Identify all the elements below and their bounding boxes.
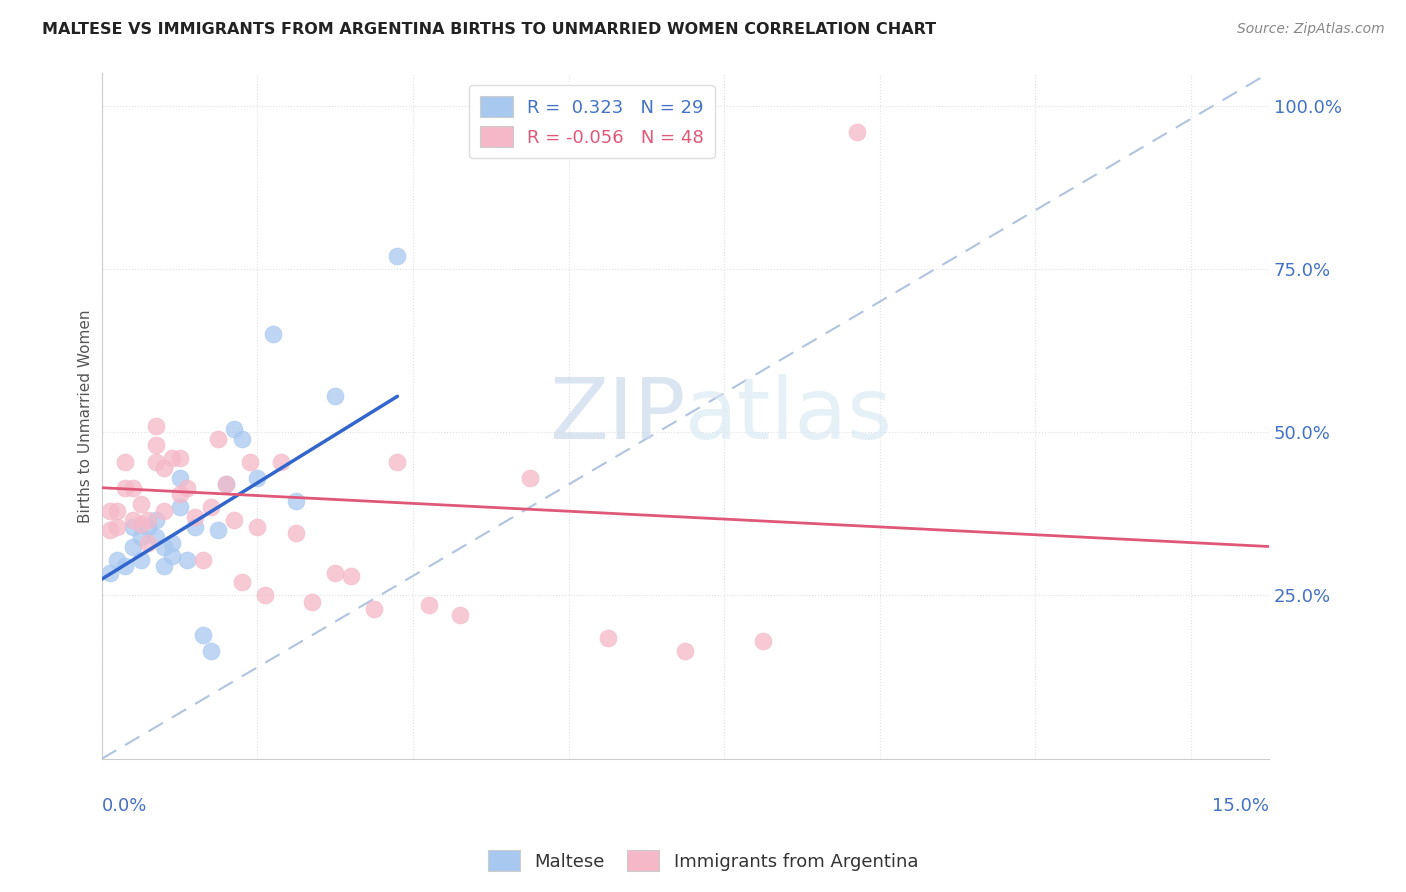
Point [138, 536, 160, 550]
Point [153, 461, 176, 475]
Point [169, 487, 191, 501]
Point [114, 559, 136, 574]
Point [160, 549, 183, 564]
Point [122, 481, 145, 495]
Point [387, 249, 409, 263]
Point [323, 566, 346, 580]
Point [169, 451, 191, 466]
Point [200, 500, 222, 515]
Point [323, 389, 346, 403]
Point [239, 454, 262, 468]
Point [246, 520, 269, 534]
Point [145, 438, 167, 452]
Y-axis label: Births to Unmarried Women: Births to Unmarried Women [79, 310, 93, 523]
Point [105, 552, 128, 566]
Point [673, 644, 696, 658]
Text: 0.0%: 0.0% [101, 797, 148, 814]
Point [145, 454, 167, 468]
Text: MALTESE VS IMMIGRANTS FROM ARGENTINA BIRTHS TO UNMARRIED WOMEN CORRELATION CHART: MALTESE VS IMMIGRANTS FROM ARGENTINA BIR… [42, 22, 936, 37]
Point [191, 552, 214, 566]
Text: Source: ZipAtlas.com: Source: ZipAtlas.com [1237, 22, 1385, 37]
Point [114, 481, 136, 495]
Point [129, 552, 152, 566]
Point [246, 471, 269, 485]
Point [449, 608, 471, 623]
Text: ZIP: ZIP [548, 375, 685, 458]
Point [153, 559, 176, 574]
Point [145, 530, 167, 544]
Point [169, 471, 191, 485]
Point [222, 422, 245, 436]
Point [262, 327, 284, 342]
Point [169, 500, 191, 515]
Point [231, 432, 253, 446]
Point [129, 497, 152, 511]
Point [184, 520, 207, 534]
Point [215, 477, 238, 491]
Text: atlas: atlas [685, 375, 893, 458]
Point [207, 523, 229, 537]
Point [138, 513, 160, 527]
Point [596, 631, 619, 645]
Point [153, 503, 176, 517]
Point [145, 418, 167, 433]
Point [215, 477, 238, 491]
Point [98, 566, 121, 580]
Point [145, 513, 167, 527]
Point [207, 432, 229, 446]
Point [752, 634, 775, 648]
Point [519, 471, 541, 485]
Point [363, 601, 385, 615]
Point [98, 503, 121, 517]
Point [184, 510, 207, 524]
Point [176, 481, 198, 495]
Point [270, 454, 292, 468]
Point [122, 540, 145, 554]
Point [301, 595, 323, 609]
Point [231, 575, 253, 590]
Legend: R =  0.323   N = 29, R = -0.056   N = 48: R = 0.323 N = 29, R = -0.056 N = 48 [470, 86, 714, 158]
Point [122, 520, 145, 534]
Point [200, 644, 222, 658]
Point [387, 454, 409, 468]
Point [122, 513, 145, 527]
Point [285, 493, 308, 508]
Legend: Maltese, Immigrants from Argentina: Maltese, Immigrants from Argentina [481, 843, 925, 879]
Point [138, 520, 160, 534]
Point [418, 599, 440, 613]
Point [160, 451, 183, 466]
Point [129, 530, 152, 544]
Point [129, 516, 152, 531]
Point [254, 589, 277, 603]
Point [191, 628, 214, 642]
Point [98, 523, 121, 537]
Point [114, 454, 136, 468]
Point [339, 569, 361, 583]
Point [105, 503, 128, 517]
Point [176, 552, 198, 566]
Point [160, 536, 183, 550]
Point [845, 125, 868, 139]
Text: 15.0%: 15.0% [1212, 797, 1270, 814]
Point [285, 526, 308, 541]
Point [105, 520, 128, 534]
Point [222, 513, 245, 527]
Point [153, 540, 176, 554]
